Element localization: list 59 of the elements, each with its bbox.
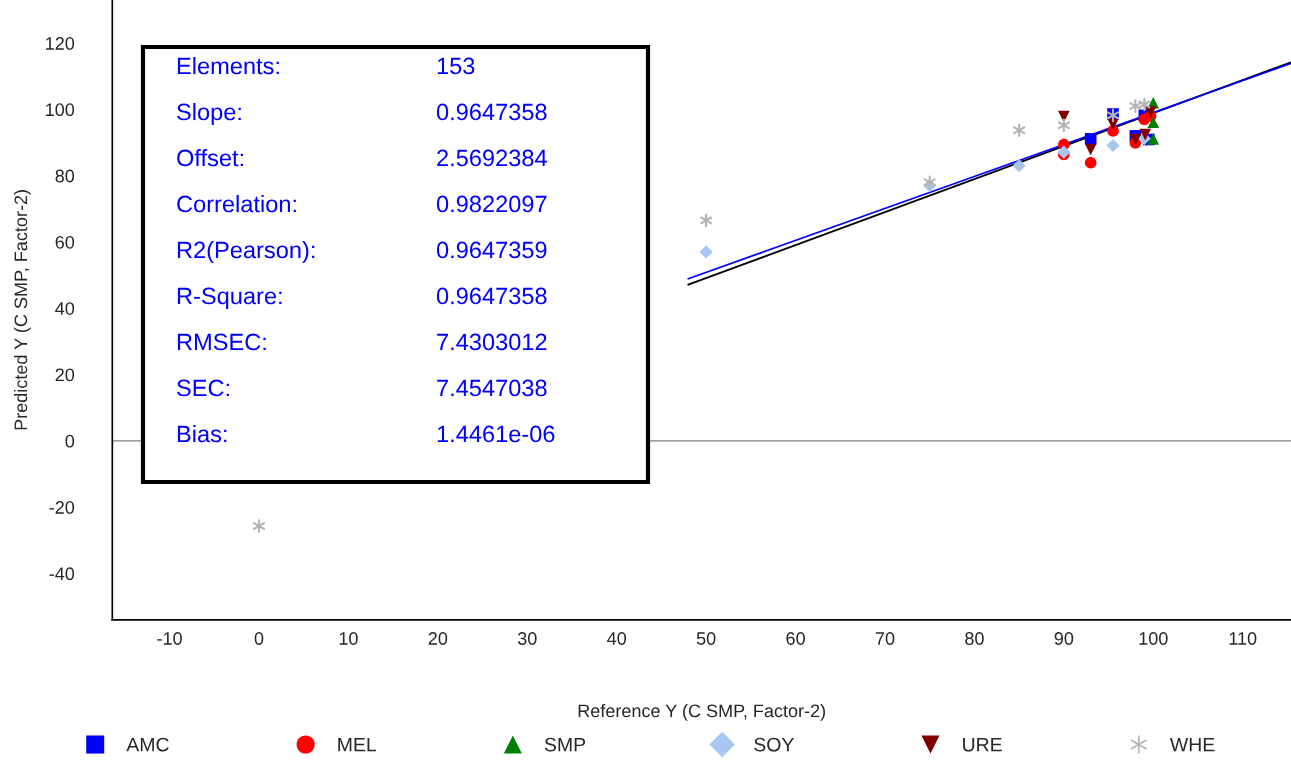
- annotation: 2.5692384: [437, 149, 547, 167]
- annotation: 0.9822097: [436, 195, 547, 213]
- annotation: RMSEC:: [177, 333, 266, 351]
- point: [1084, 156, 1097, 169]
- y-tick-label: 20: [55, 368, 75, 382]
- x-tick-label: 0: [254, 632, 264, 645]
- x-axis-title: Reference Y (C SMP, Factor-2): [578, 704, 825, 721]
- annotation: 153: [437, 57, 475, 75]
- point: [1139, 128, 1152, 141]
- annotation: 1.4461e-06: [437, 425, 555, 443]
- y-tick-label: 0: [65, 434, 75, 448]
- point: [699, 245, 713, 259]
- legend-label: AMC: [126, 737, 169, 752]
- x-tick-label: 80: [965, 632, 984, 645]
- point: [1129, 133, 1142, 146]
- annotation: Elements:: [177, 57, 279, 75]
- annotation: R-Square:: [177, 287, 282, 310]
- y-tick-label: -40: [49, 567, 75, 581]
- annotation: Offset:: [177, 149, 243, 167]
- point: [1147, 116, 1160, 129]
- point: [1144, 106, 1157, 118]
- x-tick-label: 50: [696, 632, 716, 645]
- x-tick-label: 40: [607, 632, 627, 645]
- x-tick-label: -10: [157, 632, 182, 645]
- y-tick-label: 40: [55, 302, 75, 315]
- annotation: SEC:: [177, 379, 229, 397]
- annotation: 0.9647359: [436, 241, 547, 259]
- x-tick-label: 110: [1229, 632, 1257, 645]
- x-tick-label: 90: [1054, 632, 1074, 645]
- legend-label: SOY: [754, 737, 794, 752]
- y-tick-label: 60: [55, 235, 75, 249]
- x-tick-label: 70: [875, 632, 895, 645]
- point: [1058, 110, 1070, 123]
- point: [1012, 159, 1026, 173]
- y-tick-label: 120: [46, 37, 75, 50]
- point: [1106, 138, 1120, 153]
- x-tick-label: 10: [339, 632, 358, 645]
- x-tick-label: 20: [428, 632, 448, 645]
- point: [1147, 133, 1160, 145]
- x-tick-label: 30: [517, 632, 537, 645]
- annotation: 0.9647358: [436, 103, 547, 121]
- annotation: 7.4303012: [437, 333, 547, 351]
- annotation: Slope:: [177, 103, 241, 126]
- point: [1084, 133, 1097, 145]
- y-axis-title: Predicted Y (C SMP, Factor-2): [13, 190, 31, 430]
- legend-label: URE: [963, 737, 1002, 752]
- annotation: Correlation:: [177, 195, 296, 213]
- x-tick-label: 60: [786, 632, 805, 645]
- annotation: Bias:: [177, 424, 227, 443]
- y-tick-label: 80: [55, 169, 75, 183]
- y-tick-label: -20: [49, 501, 75, 514]
- annotation: 0.9647358: [436, 287, 547, 305]
- point: [1084, 143, 1097, 156]
- y-tick-label: 100: [46, 103, 75, 117]
- annotation: 7.4547038: [437, 379, 547, 397]
- legend-label: MEL: [338, 737, 377, 752]
- annotation: R2(Pearson):: [177, 241, 315, 263]
- x-tick-label: 100: [1139, 632, 1168, 645]
- legend-label: SMP: [544, 737, 586, 752]
